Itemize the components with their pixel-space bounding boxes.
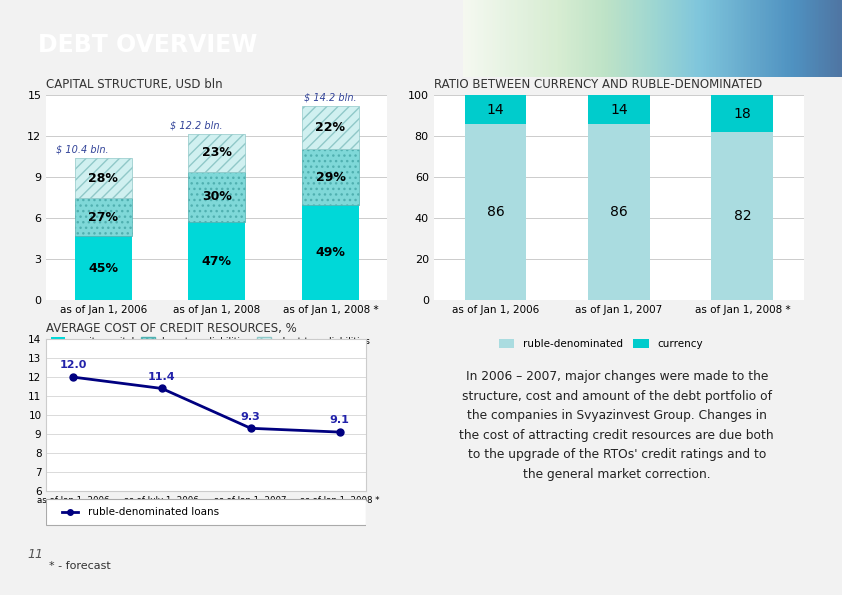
Text: 11: 11 — [27, 548, 43, 561]
Bar — [189, 133, 245, 172]
Text: 14: 14 — [487, 102, 504, 117]
Text: RATIO BETWEEN CURRENCY AND RUBLE-DENOMINATED: RATIO BETWEEN CURRENCY AND RUBLE-DENOMIN… — [434, 79, 762, 91]
Text: $ 12.2 bln.: $ 12.2 bln. — [170, 120, 222, 130]
Text: * - forecast: * - forecast — [49, 562, 110, 571]
Text: 9.1: 9.1 — [330, 415, 349, 425]
Text: 29%: 29% — [316, 171, 345, 184]
Text: 82: 82 — [733, 209, 751, 223]
Text: 23%: 23% — [202, 146, 232, 159]
Bar — [302, 106, 359, 149]
Text: In 2006 – 2007, major changes were made to the
structure, cost and amount of the: In 2006 – 2007, major changes were made … — [460, 371, 774, 481]
Bar — [75, 198, 131, 236]
Bar — [189, 172, 245, 222]
Bar — [465, 95, 526, 124]
Text: 12.0: 12.0 — [59, 361, 87, 371]
Text: $ 14.2 bln.: $ 14.2 bln. — [304, 93, 357, 103]
Text: 22%: 22% — [316, 121, 345, 134]
Bar — [711, 95, 773, 132]
Text: 28%: 28% — [88, 171, 118, 184]
Text: 11.4: 11.4 — [148, 372, 176, 382]
Bar — [302, 205, 359, 300]
Bar — [75, 236, 131, 300]
Text: ruble-denominated loans: ruble-denominated loans — [88, 508, 219, 517]
Text: 9.3: 9.3 — [241, 412, 261, 422]
Text: 18: 18 — [733, 107, 751, 121]
Text: DEBT OVERVIEW: DEBT OVERVIEW — [38, 33, 257, 57]
Text: 86: 86 — [487, 205, 504, 219]
Text: 45%: 45% — [88, 262, 118, 275]
Text: 30%: 30% — [202, 190, 232, 203]
Legend: equity capital, long-term liabilities, short-term liabilities: equity capital, long-term liabilities, s… — [47, 334, 374, 350]
Text: CAPITAL STRUCTURE, USD bln: CAPITAL STRUCTURE, USD bln — [46, 79, 223, 91]
Text: AVERAGE COST OF CREDIT RESOURCES, %: AVERAGE COST OF CREDIT RESOURCES, % — [46, 322, 297, 335]
Bar — [189, 222, 245, 300]
Bar — [302, 149, 359, 205]
Text: 27%: 27% — [88, 211, 118, 224]
Bar — [711, 132, 773, 300]
Text: 86: 86 — [610, 205, 628, 219]
Bar — [75, 158, 131, 198]
Legend: ruble-denominated, currency: ruble-denominated, currency — [494, 334, 706, 353]
Bar — [465, 124, 526, 300]
Bar — [588, 124, 650, 300]
Text: $ 10.4 bln.: $ 10.4 bln. — [56, 145, 109, 155]
Text: 49%: 49% — [316, 246, 345, 259]
Bar — [588, 95, 650, 124]
Text: 14: 14 — [610, 102, 627, 117]
Text: 47%: 47% — [202, 255, 232, 268]
